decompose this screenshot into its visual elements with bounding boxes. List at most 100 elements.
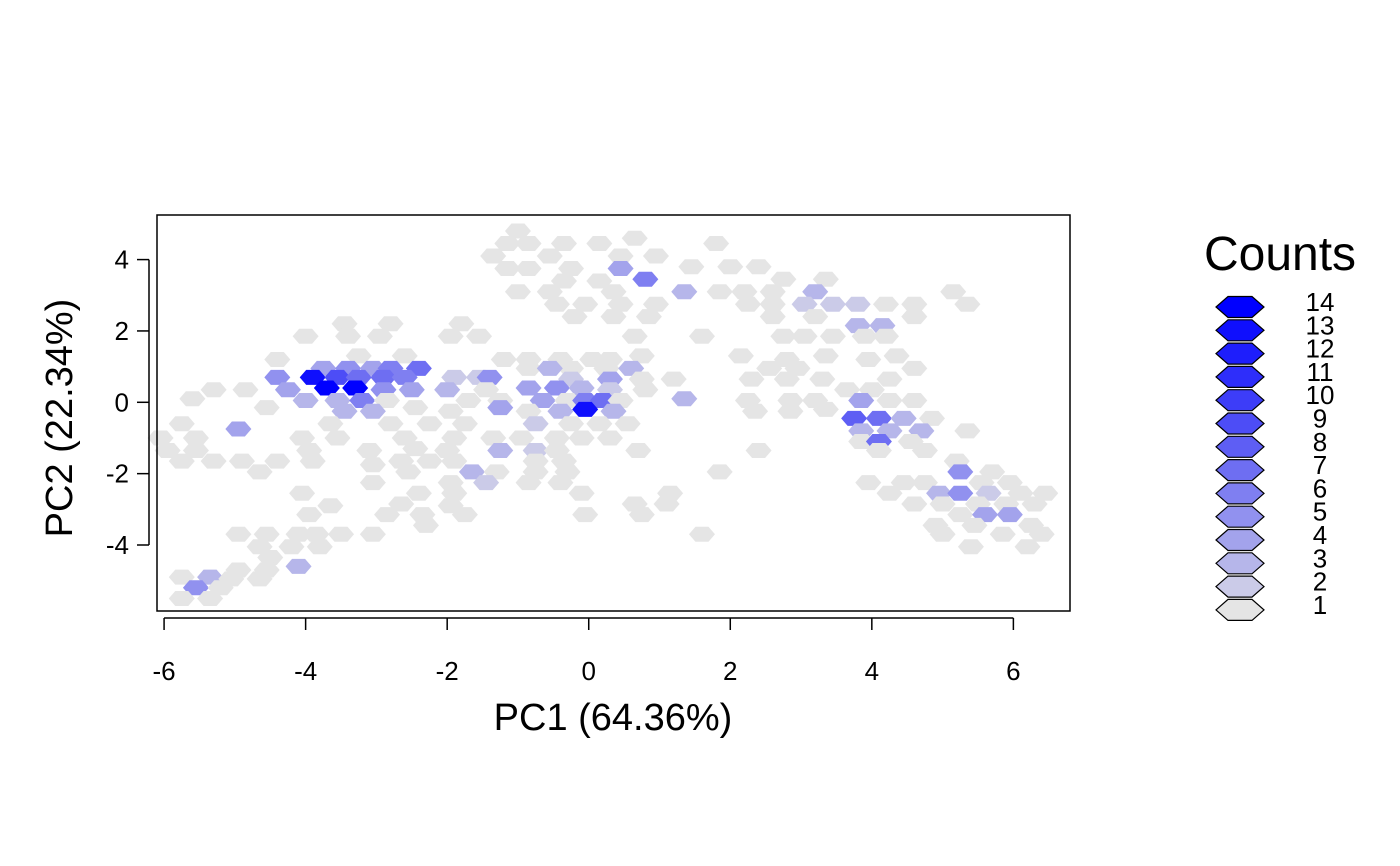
hex-bin xyxy=(901,496,928,512)
hex-bin xyxy=(416,416,443,432)
hex-bin xyxy=(374,507,401,523)
hex-bin xyxy=(642,248,669,264)
hex-bin xyxy=(543,430,570,446)
plot-frame xyxy=(156,214,1071,612)
hex-bin xyxy=(940,284,967,300)
hex-bin xyxy=(264,453,291,469)
hex-bin xyxy=(688,328,715,344)
hex-bin xyxy=(738,371,765,387)
hex-bin xyxy=(317,498,344,514)
x-axis-label: PC1 (64.36%) xyxy=(494,697,733,739)
hex-bin xyxy=(632,382,659,398)
hex-bin xyxy=(586,416,613,432)
hex-bin xyxy=(289,430,316,446)
legend-swatch xyxy=(1215,528,1265,552)
hex-bin xyxy=(377,416,404,432)
hex-bin xyxy=(876,393,903,409)
hex-bin xyxy=(621,230,648,246)
legend-label: 7 xyxy=(1313,450,1327,480)
x-tick-label: -6 xyxy=(153,656,176,686)
hex-bin xyxy=(834,382,861,398)
hex-bin xyxy=(317,416,344,432)
hex-bin xyxy=(1007,485,1034,501)
hex-bin xyxy=(324,430,351,446)
hex-bin xyxy=(572,296,599,312)
hex-bin xyxy=(731,284,758,300)
legend-label: 10 xyxy=(1306,380,1335,410)
hex-bin xyxy=(253,400,280,416)
hex-bin xyxy=(734,296,761,312)
hex-bin xyxy=(865,410,892,426)
y-tick-label: 0 xyxy=(115,387,129,417)
hex-bin xyxy=(819,328,846,344)
hex-bin xyxy=(391,369,418,385)
hex-bin xyxy=(356,442,383,458)
y-tick-label: -4 xyxy=(106,530,129,560)
hex-bin xyxy=(536,360,563,376)
hex-bin xyxy=(246,571,273,587)
hex-bin xyxy=(225,421,252,437)
hex-bin xyxy=(441,430,468,446)
hex-bin xyxy=(777,403,804,419)
hex-bin xyxy=(335,328,362,344)
hex-bin xyxy=(568,485,595,501)
hex-bin xyxy=(480,248,507,264)
hex-bin xyxy=(412,517,439,533)
hex-bin xyxy=(225,526,252,542)
hex-bin xyxy=(232,382,259,398)
hex-bin xyxy=(671,284,698,300)
hex-bin xyxy=(476,369,503,385)
y-axis-label: PC2 (22.34%) xyxy=(39,299,81,538)
hex-bin xyxy=(1028,526,1055,542)
hex-bin xyxy=(285,558,312,574)
hex-bin xyxy=(331,316,358,332)
hex-bin xyxy=(809,371,836,387)
hex-bin xyxy=(1021,496,1048,512)
hex-bin xyxy=(246,464,273,480)
hex-bin xyxy=(434,382,461,398)
hex-bin xyxy=(841,410,868,426)
hex-bin xyxy=(572,401,599,417)
hex-bin xyxy=(678,259,705,275)
hex-bin xyxy=(257,549,284,565)
hex-bin xyxy=(745,259,772,275)
hex-bin xyxy=(614,416,641,432)
hex-bin xyxy=(901,393,928,409)
hex-bin xyxy=(441,485,468,501)
legend-swatch xyxy=(1215,435,1265,458)
hex-bin xyxy=(558,416,585,432)
hex-bin xyxy=(865,442,892,458)
hex-bin xyxy=(264,351,291,367)
hex-bin xyxy=(299,453,326,469)
hex-bin xyxy=(791,296,818,312)
hex-bin xyxy=(402,400,429,416)
hex-bin xyxy=(168,569,195,585)
hex-bin xyxy=(515,403,542,419)
hex-bin xyxy=(515,261,542,277)
hex-bin xyxy=(395,464,422,480)
hex-bin xyxy=(848,434,875,450)
hex-bin xyxy=(759,309,786,325)
hex-bin xyxy=(872,328,899,344)
hex-bin xyxy=(600,309,627,325)
hex-bin xyxy=(402,441,429,457)
hex-bin xyxy=(703,236,730,252)
hex-bin xyxy=(359,457,386,473)
y-axis: -4 -2 0 2 4 xyxy=(106,245,150,560)
hex-bin xyxy=(455,393,482,409)
hex-bin xyxy=(405,485,432,501)
hex-bin xyxy=(791,328,818,344)
hex-bin xyxy=(515,360,542,376)
hex-bin xyxy=(200,382,227,398)
hex-bin xyxy=(671,391,698,407)
legend-swatch xyxy=(1215,505,1265,528)
hex-bin xyxy=(197,591,224,607)
hex-bin xyxy=(635,309,662,325)
hex-bin xyxy=(901,309,928,325)
hex-bin xyxy=(947,507,974,523)
hex-bin xyxy=(770,271,797,287)
hex-bin xyxy=(547,403,574,419)
hex-bin xyxy=(264,369,291,385)
hex-bin xyxy=(954,296,981,312)
x-tick-label: 2 xyxy=(723,656,737,686)
